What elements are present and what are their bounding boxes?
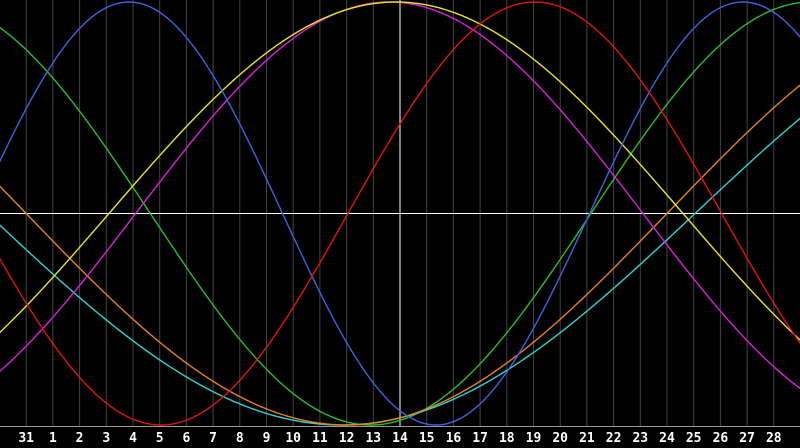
x-axis-label: 7 xyxy=(209,431,217,446)
x-axis-label: 24 xyxy=(659,431,675,446)
x-axis-label: 20 xyxy=(552,431,568,446)
curve-cycle-48-day xyxy=(0,84,800,426)
x-axis-label: 9 xyxy=(263,431,271,446)
x-axis-label: 1 xyxy=(49,431,57,446)
x-axis-label: 28 xyxy=(766,431,782,446)
x-axis-label: 17 xyxy=(472,431,488,446)
curve-cycle-43-day xyxy=(0,1,800,341)
x-axis-label: 15 xyxy=(419,431,435,446)
x-axis-label: 11 xyxy=(312,431,328,446)
x-axis-label: 31 xyxy=(18,431,34,446)
x-axis-label: 12 xyxy=(339,431,355,446)
x-axis-label: 27 xyxy=(739,431,755,446)
x-axis-label: 2 xyxy=(76,431,84,446)
x-axis-label: 13 xyxy=(365,431,381,446)
x-axis-label: 5 xyxy=(156,431,164,446)
curve-layer xyxy=(0,1,800,426)
x-axis-label: 22 xyxy=(606,431,622,446)
x-axis-label: 8 xyxy=(236,431,244,446)
x-axis-label: 16 xyxy=(446,431,462,446)
x-axis-label: 4 xyxy=(129,431,137,446)
x-axis: 31 1 2 3 4 5 6 7 8 9 10 11 12 13 14 15 16 17 18 19 20 21 22 23 2… xyxy=(18,431,781,446)
x-axis-label: 23 xyxy=(632,431,648,446)
x-axis-label: 25 xyxy=(686,431,702,446)
x-axis-label: 19 xyxy=(526,431,542,446)
x-axis-label: 26 xyxy=(713,431,729,446)
x-axis-label: 6 xyxy=(182,431,190,446)
x-axis-label: 3 xyxy=(102,431,110,446)
curve-cycle-23-day xyxy=(0,1,800,426)
axis-layer xyxy=(0,0,800,427)
x-axis-label: 10 xyxy=(285,431,301,446)
x-axis-label: 21 xyxy=(579,431,595,446)
x-axis-label: 14 xyxy=(392,431,408,446)
curve-cycle-28-day xyxy=(0,1,800,426)
x-axis-label: 18 xyxy=(499,431,515,446)
